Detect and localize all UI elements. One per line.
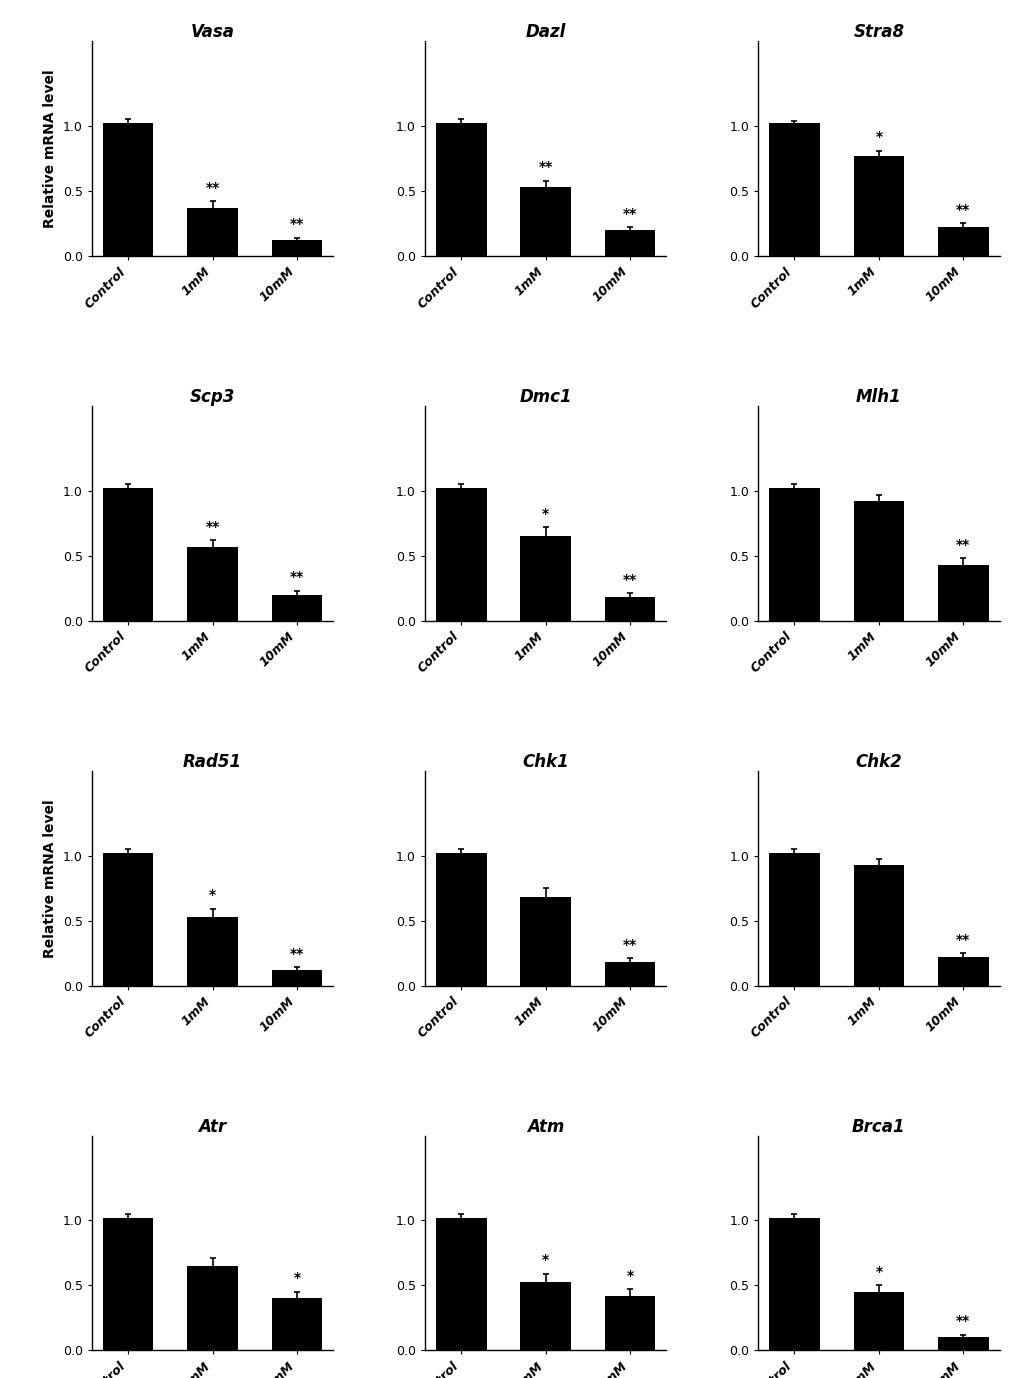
Bar	[604, 962, 655, 985]
Text: **: **	[289, 218, 304, 232]
Bar	[271, 970, 322, 985]
Text: *: *	[542, 507, 548, 521]
Bar	[435, 123, 486, 256]
Bar	[103, 853, 153, 985]
Bar	[520, 897, 571, 985]
Bar	[271, 1298, 322, 1350]
Text: *: *	[209, 889, 216, 903]
Bar	[937, 227, 987, 256]
Text: **: **	[289, 947, 304, 960]
Title: Chk2: Chk2	[855, 752, 902, 770]
Text: **: **	[205, 181, 219, 194]
Bar	[103, 123, 153, 256]
Title: Chk1: Chk1	[522, 752, 569, 770]
Title: Rad51: Rad51	[182, 752, 242, 770]
Bar	[103, 1218, 153, 1350]
Bar	[937, 565, 987, 620]
Text: **: **	[955, 537, 969, 551]
Bar	[768, 1218, 819, 1350]
Text: *: *	[874, 130, 881, 145]
Bar	[937, 956, 987, 985]
Bar	[853, 1293, 903, 1350]
Bar	[768, 853, 819, 985]
Bar	[187, 916, 237, 985]
Title: Stra8: Stra8	[853, 23, 904, 41]
Bar	[604, 1295, 655, 1350]
Bar	[187, 208, 237, 256]
Text: *: *	[293, 1272, 301, 1286]
Bar	[271, 595, 322, 620]
Bar	[604, 230, 655, 256]
Bar	[604, 598, 655, 620]
Title: Atm: Atm	[527, 1118, 564, 1135]
Text: **: **	[955, 1315, 969, 1328]
Bar	[853, 156, 903, 256]
Bar	[271, 240, 322, 256]
Bar	[853, 864, 903, 985]
Text: **: **	[205, 520, 219, 533]
Bar	[187, 547, 237, 620]
Bar	[435, 488, 486, 620]
Bar	[520, 187, 571, 256]
Title: Brca1: Brca1	[851, 1118, 905, 1135]
Y-axis label: Relative mRNA level: Relative mRNA level	[43, 69, 57, 227]
Bar	[435, 1218, 486, 1350]
Title: Dazl: Dazl	[525, 23, 566, 41]
Title: Scp3: Scp3	[190, 389, 235, 407]
Bar	[103, 488, 153, 620]
Title: Vasa: Vasa	[191, 23, 234, 41]
Text: **: **	[623, 207, 637, 220]
Bar	[187, 1266, 237, 1350]
Text: *: *	[874, 1265, 881, 1279]
Bar	[768, 123, 819, 256]
Bar	[937, 1338, 987, 1350]
Bar	[853, 502, 903, 620]
Text: **: **	[538, 160, 552, 174]
Title: Atr: Atr	[199, 1118, 226, 1135]
Text: **: **	[623, 938, 637, 952]
Text: **: **	[955, 933, 969, 947]
Bar	[520, 1282, 571, 1350]
Text: **: **	[623, 573, 637, 587]
Text: *: *	[626, 1269, 633, 1283]
Text: **: **	[289, 570, 304, 584]
Title: Dmc1: Dmc1	[519, 389, 572, 407]
Bar	[435, 853, 486, 985]
Text: **: **	[955, 203, 969, 216]
Y-axis label: Relative mRNA level: Relative mRNA level	[43, 799, 57, 958]
Bar	[768, 488, 819, 620]
Bar	[520, 536, 571, 620]
Title: Mlh1: Mlh1	[855, 389, 901, 407]
Text: *: *	[542, 1253, 548, 1268]
